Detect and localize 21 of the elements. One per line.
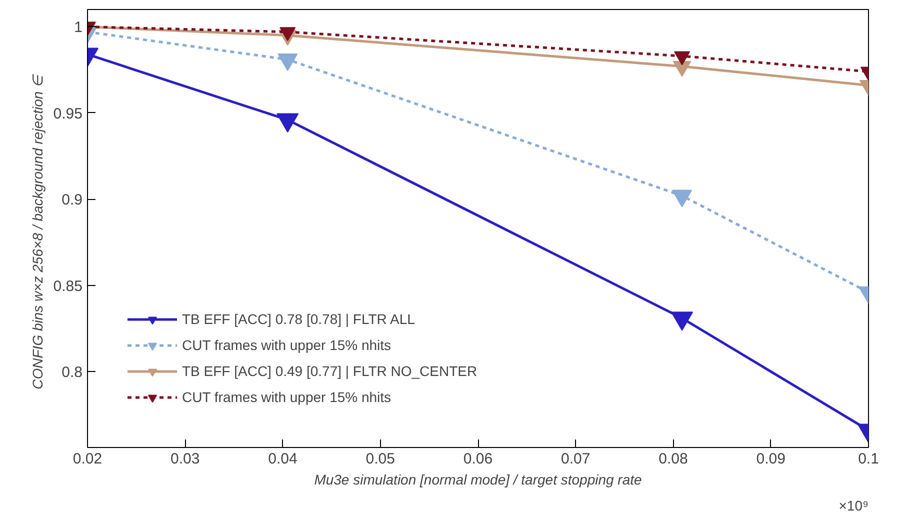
x-tick-label: 0.06 bbox=[463, 450, 493, 468]
x-tick-label: 0.04 bbox=[268, 450, 298, 468]
text: ×10⁹ bbox=[838, 498, 869, 514]
x-tick-label: 0.1 bbox=[858, 450, 879, 468]
x-tick-label: 0.09 bbox=[756, 450, 786, 468]
legend-label: TB EFF [ACC] 0.49 [0.77] | FLTR NO_CENTER bbox=[182, 363, 478, 379]
x-tick-label: 0.03 bbox=[170, 450, 200, 468]
legend-label: CUT frames with upper 15% nhits bbox=[182, 337, 392, 353]
y-tick-label: 0.8 bbox=[62, 364, 83, 382]
x-tick-label: 0.02 bbox=[72, 450, 102, 468]
y-tick-label: 0.85 bbox=[53, 278, 83, 295]
x-tick-label: 0.05 bbox=[366, 450, 395, 468]
y-tick-label: 0.95 bbox=[53, 105, 83, 122]
x-axis-title: Mu3e simulation [normal mode] / target stopping rate bbox=[314, 472, 642, 488]
y-axis-title: CONFIG bins w×z 256×8 / background rejection ∈ bbox=[29, 73, 46, 390]
legend-label: CUT frames with upper 15% nhits bbox=[182, 389, 392, 405]
x-tick-label: 0.07 bbox=[561, 450, 590, 468]
y-tick-label: 0.9 bbox=[62, 192, 83, 209]
legend-label: TB EFF [ACC] 0.78 [0.78] | FLTR ALL bbox=[182, 311, 415, 327]
x-tick-label: 0.08 bbox=[658, 450, 688, 468]
y-tick-label: 1 bbox=[74, 19, 82, 36]
